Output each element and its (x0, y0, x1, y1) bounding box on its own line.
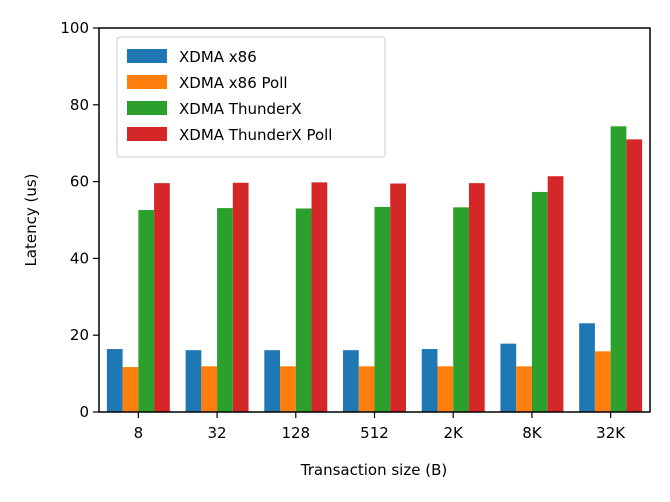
legend-label: XDMA x86 (179, 48, 257, 66)
bar-xdma-thunderx-poll-32 (232, 182, 249, 412)
y-tick-label: 80 (70, 96, 89, 114)
y-axis-label: Latency (us) (22, 173, 40, 266)
bar-xdma-x86-poll-512 (358, 366, 375, 412)
bar-xdma-x86-8k (500, 343, 517, 412)
legend-label: XDMA ThunderX (179, 100, 302, 118)
bar-xdma-x86-512 (343, 350, 359, 412)
bar-xdma-x86-8 (106, 349, 123, 412)
bar-xdma-thunderx-poll-2k (468, 183, 485, 412)
bar-xdma-x86-poll-2k (437, 366, 454, 412)
legend-swatch (127, 49, 167, 63)
y-tick-label: 100 (60, 19, 89, 37)
legend-label: XDMA x86 Poll (179, 74, 288, 92)
x-tick-label: 32 (208, 424, 227, 442)
x-axis: 8 32 128 512 2K 8K 32K (134, 412, 626, 442)
bar-xdma-thunderx-poll-512 (390, 183, 406, 412)
y-tick-label: 20 (70, 326, 89, 344)
bar-xdma-thunderx-8 (138, 210, 155, 412)
x-tick-label: 128 (281, 424, 310, 442)
bar-xdma-thunderx-poll-32k (626, 139, 643, 413)
bar-xdma-x86-32 (185, 350, 202, 412)
bar-xdma-thunderx-poll-8 (154, 183, 170, 412)
x-tick-label: 8K (522, 424, 543, 442)
x-tick-label: 32K (596, 424, 626, 442)
bar-xdma-x86-poll-8 (122, 367, 139, 412)
x-tick-label: 8 (134, 424, 144, 442)
bar-xdma-x86-128 (264, 350, 281, 412)
bar-xdma-thunderx-poll-128 (311, 182, 328, 412)
bar-xdma-x86-poll-8k (516, 366, 532, 412)
bar-xdma-x86-32k (579, 323, 595, 412)
legend-swatch (127, 101, 167, 115)
bar-xdma-thunderx-poll-8k (547, 176, 564, 412)
bar-xdma-x86-2k (421, 349, 438, 412)
bar-xdma-thunderx-32k (610, 126, 627, 413)
x-tick-label: 2K (444, 424, 465, 442)
x-axis-label: Transaction size (B) (300, 461, 447, 479)
bar-xdma-thunderx-128 (295, 208, 312, 412)
bar-xdma-thunderx-2k (453, 207, 469, 412)
x-tick-label: 512 (360, 424, 389, 442)
bar-xdma-x86-poll-128 (280, 366, 296, 412)
legend-swatch (127, 127, 167, 141)
y-axis: 0 20 40 60 80 100 (60, 19, 99, 421)
legend-label: XDMA ThunderX Poll (179, 126, 332, 144)
bar-xdma-x86-poll-32 (201, 366, 218, 412)
legend-swatch (127, 75, 167, 89)
bar-xdma-thunderx-512 (374, 206, 391, 412)
bar-xdma-x86-poll-32k (594, 351, 611, 412)
legend-box (116, 36, 386, 158)
bars-layer (106, 126, 643, 413)
y-tick-label: 40 (70, 249, 89, 267)
bar-xdma-thunderx-8k (531, 191, 548, 412)
y-tick-label: 60 (70, 173, 89, 191)
legend: XDMA x86 XDMA x86 Poll XDMA ThunderX XDMA T… (116, 36, 386, 158)
y-tick-label: 0 (79, 403, 89, 421)
bar-xdma-thunderx-32 (217, 208, 233, 412)
